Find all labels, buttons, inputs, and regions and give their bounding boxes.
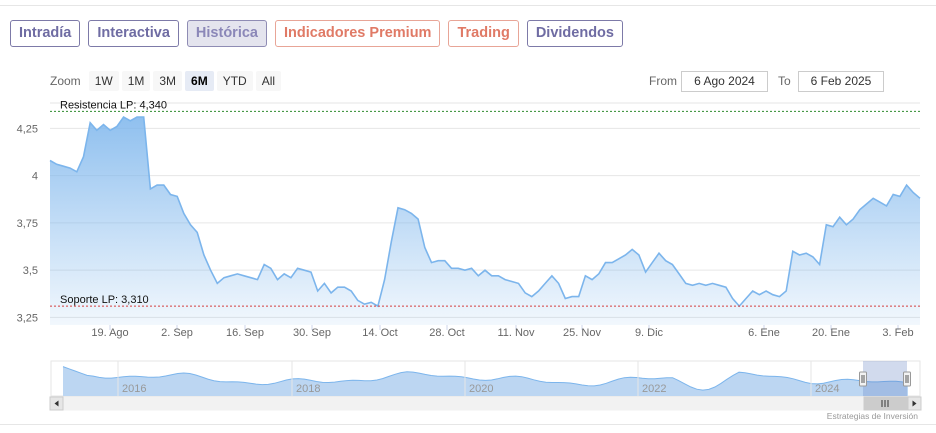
- top-divider: [0, 5, 936, 6]
- x-tick-label: 9. Dic: [635, 327, 664, 339]
- y-tick-label: 3,75: [17, 218, 38, 230]
- to-label: To: [778, 74, 791, 88]
- scrollbar-track[interactable]: [49, 396, 922, 411]
- y-tick-label: 3,5: [23, 265, 38, 277]
- navigator-line: [62, 366, 909, 391]
- x-tick-label: 11. Nov: [497, 327, 535, 339]
- price-area: [50, 117, 920, 325]
- y-tick-label: 3,25: [17, 312, 38, 324]
- tab-dividendos[interactable]: Dividendos: [526, 20, 623, 47]
- x-tick-label: 16. Sep: [226, 327, 264, 339]
- navigator-year-label: 2016: [122, 383, 146, 395]
- tab-interactiva[interactable]: Interactiva: [88, 20, 179, 47]
- x-tick-label: 30. Sep: [293, 327, 331, 339]
- resistance-label: Resistencia LP: 4,340: [60, 100, 167, 111]
- navigator-year-label: 2018: [296, 383, 320, 395]
- tab-indicadores-premium[interactable]: Indicadores Premium: [274, 20, 441, 47]
- x-tick-label: 2. Sep: [161, 327, 193, 339]
- x-tick-label: 28. Oct: [429, 327, 464, 339]
- arrow-right-icon: [912, 400, 917, 407]
- from-date-input[interactable]: 6 Ago 2024: [681, 71, 768, 92]
- y-tick-label: 4: [32, 171, 38, 183]
- chart-type-tabs: Intradía Interactiva Histórica Indicadores …: [10, 20, 623, 47]
- arrow-left-icon: [54, 400, 59, 407]
- support-label: Soporte LP: 3,310: [60, 294, 149, 306]
- price-line[interactable]: [49, 115, 921, 308]
- navigator-selection[interactable]: [863, 361, 907, 396]
- zoom-button-6m[interactable]: 6M: [185, 71, 214, 91]
- zoom-button-ytd[interactable]: YTD: [216, 71, 253, 91]
- bottom-divider: [0, 424, 936, 425]
- zoom-button-1m[interactable]: 1M: [121, 71, 151, 91]
- navigator-year-label: 2024: [815, 383, 839, 395]
- from-label: From: [649, 74, 677, 88]
- navigator-year-label: 2020: [469, 383, 493, 395]
- x-tick-label: 6. Ene: [748, 327, 780, 339]
- price-chart[interactable]: 4,25 4 3,75 3,5 3,25 Resistencia LP: 4,340 Sop…: [0, 100, 936, 345]
- to-date-input[interactable]: 6 Feb 2025: [798, 71, 884, 92]
- navigator-chart[interactable]: 2016 2018 2020 2022 2024: [0, 355, 936, 411]
- zoom-selector: Zoom 1W 1M 3M 6M YTD All: [50, 71, 282, 91]
- y-tick-label: 4,25: [17, 123, 38, 135]
- navigator-year-label: 2022: [642, 383, 666, 395]
- x-tick-label: 3. Feb: [882, 327, 913, 339]
- navigator-handle-right[interactable]: [903, 371, 911, 387]
- zoom-button-3m[interactable]: 3M: [153, 71, 183, 91]
- tab-histórica[interactable]: Histórica: [186, 20, 267, 47]
- navigator-area: [63, 366, 908, 396]
- tab-intradía[interactable]: Intradía: [10, 20, 81, 47]
- zoom-button-all[interactable]: All: [255, 71, 282, 91]
- tab-trading[interactable]: Trading: [448, 20, 519, 47]
- zoom-label: Zoom: [50, 74, 81, 88]
- x-tick-label: 20. Ene: [812, 327, 850, 339]
- navigator-handle-left[interactable]: [859, 371, 867, 387]
- x-tick-label: 25. Nov: [563, 327, 601, 339]
- chart-credit[interactable]: Estrategias de Inversión: [826, 411, 918, 421]
- x-tick-label: 14. Oct: [362, 327, 397, 339]
- zoom-button-1w[interactable]: 1W: [88, 71, 119, 91]
- x-tick-label: 19. Ago: [91, 327, 128, 339]
